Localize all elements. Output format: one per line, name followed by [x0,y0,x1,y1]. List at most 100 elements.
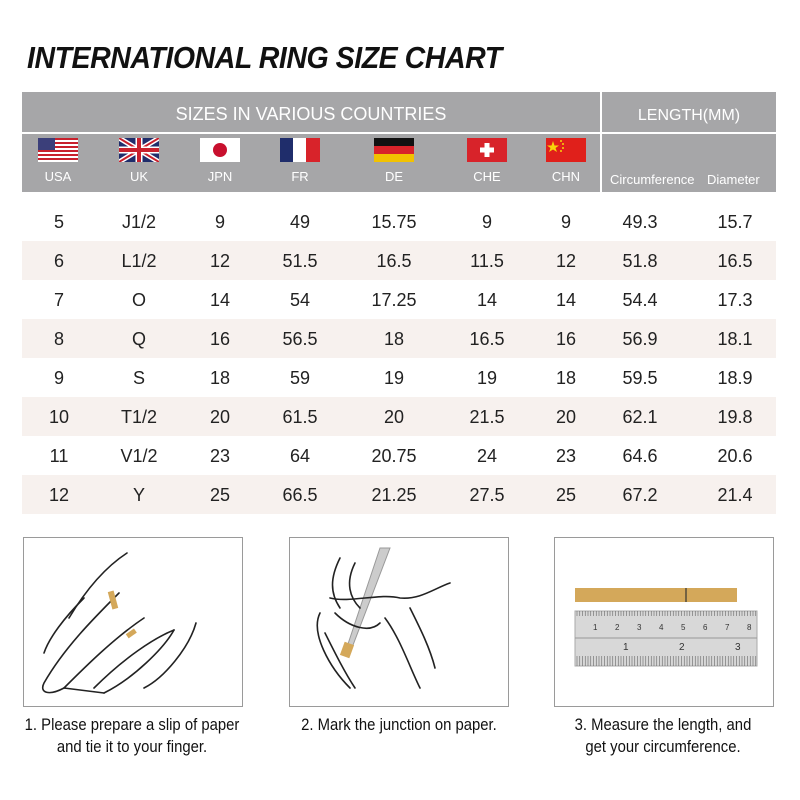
cell-de: 15.75 [371,212,417,232]
cell-chn: 12 [555,251,577,271]
country-label: CHE [473,169,501,184]
length-header: LENGTH(MM) [602,92,776,134]
cell-chn: 9 [560,212,571,232]
cell-uk: O [131,290,146,310]
cell-chn: 18 [555,368,577,388]
country-che: CHE [447,138,527,184]
cell-de: 18 [383,329,405,349]
cell-uk: Q [131,329,146,349]
step-2-illustration [289,537,509,707]
switzerland-flag-icon [467,138,507,162]
cell-circumference: 67.2 [622,485,658,505]
ruler-mark: 2 [615,623,620,632]
hand-with-paper-icon [42,552,197,694]
cell-usa: 7 [53,290,64,310]
cell-che: 24 [476,446,498,466]
cell-usa: 10 [48,407,70,427]
country-label: CHN [551,169,581,184]
step-3-caption: 3. Measure the length, and get your circu… [546,714,780,758]
ruler-mark: 1 [593,623,598,632]
cell-de: 17.25 [371,290,417,310]
country-fr: FR [260,138,340,184]
country-uk: UK [99,138,179,184]
cell-diameter: 18.1 [717,329,753,349]
cell-circumference: 51.8 [622,251,658,271]
cell-jpn: 20 [209,407,231,427]
cell-uk: Y [132,485,145,505]
country-label: USA [44,169,72,184]
cell-de: 19 [383,368,405,388]
cell-chn: 16 [555,329,577,349]
cell-chn: 25 [555,485,577,505]
cell-uk: T1/2 [120,407,158,427]
country-jpn: JPN [180,138,260,184]
cell-uk: L1/2 [121,251,157,271]
cell-circumference: 59.5 [622,368,658,388]
ruler-mark: 8 [747,623,752,632]
usa-flag-icon [38,138,78,162]
page-title: INTERNATIONAL RING SIZE CHART [27,40,502,75]
table-row: 9 S 18 59 19 19 18 59.5 18.9 [22,358,776,397]
ruler-mark: 4 [659,623,664,632]
sizes-header: SIZES IN VARIOUS COUNTRIES [22,92,600,134]
cell-diameter: 18.9 [717,368,753,388]
china-flag-icon [546,138,586,162]
cell-chn: 23 [555,446,577,466]
cell-che: 11.5 [470,251,504,271]
cell-circumference: 64.6 [622,446,658,466]
ruler-mark: 2 [679,642,685,653]
cell-uk: V1/2 [120,446,158,466]
cell-jpn: 16 [209,329,231,349]
cell-circumference: 56.9 [622,329,658,349]
cell-diameter: 17.3 [717,290,753,310]
country-label: JPN [207,169,233,184]
country-label: FR [291,169,309,184]
caption-line: 2. Mark the junction on paper. [301,716,497,734]
caption-line: 1. Please prepare a slip of paper [24,716,240,734]
cell-de: 20.75 [371,446,417,466]
cell-de: 21.25 [371,485,417,505]
ruler-measurement-icon: 1 2 3 4 5 6 7 8 1 2 3 [574,588,758,667]
uk-flag-icon [119,138,159,162]
cell-uk: S [132,368,145,388]
cell-fr: 59 [289,368,311,388]
caption-line: 3. Measure the length, and [574,716,752,734]
france-flag-icon [280,138,320,162]
cell-che: 16.5 [469,329,505,349]
table-row: 11 V1/2 23 64 20.75 24 23 64.6 20.6 [22,436,776,475]
cell-che: 21.5 [469,407,505,427]
cell-che: 19 [476,368,498,388]
cell-che: 9 [481,212,492,232]
cell-fr: 49 [289,212,311,232]
cell-jpn: 25 [209,485,231,505]
table-row: 7 O 14 54 17.25 14 14 54.4 17.3 [22,280,776,319]
country-de: DE [354,138,434,184]
cell-fr: 56.5 [282,329,318,349]
cell-jpn: 14 [209,290,231,310]
cell-usa: 9 [53,368,64,388]
caption-line: get your circumference. [585,738,741,756]
cell-fr: 64 [289,446,311,466]
cell-fr: 61.5 [282,407,318,427]
circumference-label: Circumference [610,172,695,187]
cell-chn: 14 [555,290,577,310]
cell-jpn: 18 [209,368,231,388]
step-2-caption: 2. Mark the junction on paper. [282,714,516,736]
table-header: SIZES IN VARIOUS COUNTRIES LENGTH(MM) US… [22,92,776,192]
hand-marking-paper-icon [316,547,451,689]
cell-jpn: 12 [209,251,231,271]
ruler-mark: 1 [623,642,629,653]
cell-usa: 6 [53,251,64,271]
cell-usa: 11 [49,446,69,466]
cell-diameter: 16.5 [717,251,753,271]
country-usa: USA [18,138,98,184]
cell-fr: 51.5 [282,251,318,271]
table-row: 12 Y 25 66.5 21.25 27.5 25 67.2 21.4 [22,475,776,514]
ruler-mark: 7 [725,623,730,632]
cell-chn: 20 [555,407,577,427]
cell-usa: 12 [48,485,70,505]
country-label: DE [384,169,404,184]
cell-jpn: 9 [214,212,225,232]
cell-diameter: 20.6 [717,446,753,466]
caption-line: and tie it to your finger. [56,738,208,756]
